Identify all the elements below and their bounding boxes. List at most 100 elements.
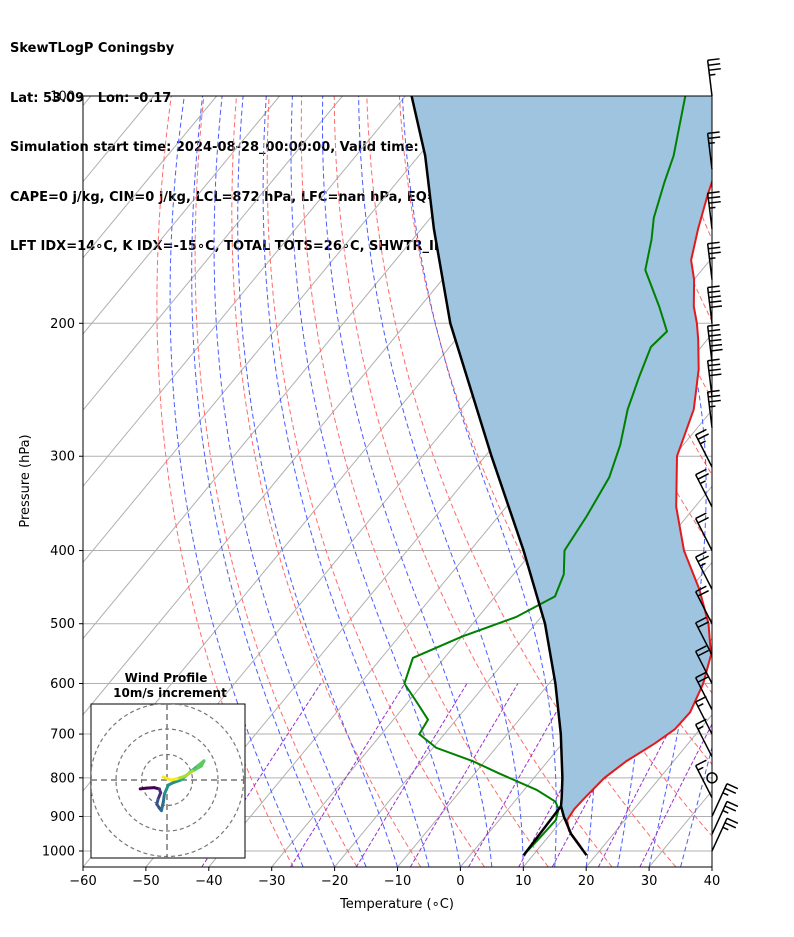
wind-barb-flag xyxy=(695,671,707,679)
wind-barb-half-flag xyxy=(699,440,706,445)
wind-barb-half-flag xyxy=(699,562,706,567)
wind-barb-flag xyxy=(707,358,720,362)
wind-barb-staff xyxy=(706,391,713,428)
x-tick-label: −60 xyxy=(69,874,96,889)
instability-area xyxy=(411,96,712,856)
wind-barb-flag xyxy=(708,399,721,403)
isotherm-line xyxy=(83,96,532,640)
wind-barb-flag xyxy=(708,136,721,140)
wind-barb-flag xyxy=(708,246,721,250)
wind-barb-flag xyxy=(708,328,721,332)
isotherm-line xyxy=(83,96,343,411)
wind-barb-staff xyxy=(711,801,728,835)
wind-barb-flag xyxy=(724,787,737,794)
isotherm-line xyxy=(83,96,218,259)
y-tick-label: 400 xyxy=(50,544,75,559)
isotherm-line xyxy=(83,96,92,107)
wind-barb-staff xyxy=(695,622,713,656)
y-tick-label: 500 xyxy=(50,617,75,632)
wind-barb-staff xyxy=(706,133,713,170)
wind-barb-half-flag xyxy=(722,826,729,831)
moist-adiabat xyxy=(322,96,493,867)
wind-barb-flag xyxy=(697,516,709,524)
wind-barb-half-flag xyxy=(709,257,716,260)
y-tick-label: 700 xyxy=(50,728,75,743)
x-tick-label: 30 xyxy=(641,874,658,889)
wind-barb-staff xyxy=(711,817,728,852)
wind-barb-flag xyxy=(695,759,707,767)
wind-barb-half-flag xyxy=(697,725,704,730)
moist-adiabat xyxy=(290,96,461,867)
y-tick-label: 1000 xyxy=(42,845,75,860)
hodograph-segment xyxy=(191,764,203,773)
wind-barb-flag xyxy=(707,191,720,194)
x-tick-label: −40 xyxy=(195,874,222,889)
y-tick-label: 900 xyxy=(50,810,75,825)
wind-barb-flag xyxy=(708,200,721,204)
moist-adiabat xyxy=(169,96,304,867)
dry-adiabat xyxy=(156,96,294,867)
wind-barb-half-flag xyxy=(697,703,704,708)
hodograph-title: Wind Profile xyxy=(125,671,208,685)
wind-barb-staff xyxy=(695,651,713,684)
hodograph-segment xyxy=(183,769,194,778)
wind-barb-flag xyxy=(708,251,721,255)
wind-barb-flag xyxy=(708,67,721,71)
wind-barb-flag xyxy=(695,428,707,436)
wind-barb-flag xyxy=(724,822,737,829)
calm-wind-circle xyxy=(706,772,718,784)
wind-barb-flag xyxy=(707,241,720,245)
wind-barb-flag xyxy=(709,305,723,309)
wind-barb-flag xyxy=(707,323,720,327)
wind-barb-flag xyxy=(709,338,722,342)
isotherm-line xyxy=(83,96,406,488)
wind-barb-flag xyxy=(695,585,707,593)
dry-adiabat xyxy=(758,96,794,867)
wind-barb-flag xyxy=(726,817,739,824)
hodograph-segment xyxy=(161,792,166,805)
wind-barb-flag xyxy=(707,131,720,135)
wind-barb-half-flag xyxy=(722,809,729,814)
temperature-line xyxy=(566,178,712,856)
wind-barb-staff xyxy=(706,360,713,397)
y-tick-label: 200 xyxy=(50,317,75,332)
wind-barb-staff xyxy=(711,783,728,817)
wind-barb-flag xyxy=(708,394,721,398)
isotherm-line xyxy=(711,866,712,867)
wind-barb-flag xyxy=(707,389,720,393)
isotherm-line xyxy=(83,96,280,335)
y-tick-label: 600 xyxy=(50,677,75,692)
dry-adiabat xyxy=(266,96,485,867)
dry-adiabat xyxy=(725,96,794,867)
wind-barb-staff xyxy=(695,677,713,711)
hodograph-plot-area xyxy=(91,704,245,858)
hodograph-frame xyxy=(90,703,246,859)
title-line-1: SkewTLogP Coningsby xyxy=(10,41,175,56)
mixing-ratio-line xyxy=(290,683,406,867)
moist-adiabat xyxy=(401,96,557,867)
wind-barb-staff xyxy=(695,556,713,590)
x-tick-label: 10 xyxy=(515,874,532,889)
wind-barb-flag xyxy=(697,589,709,597)
wind-barb-flag xyxy=(695,512,707,520)
wind-barb-flag xyxy=(726,783,739,790)
y-tick-label: 300 xyxy=(50,450,75,465)
wind-barb-flag xyxy=(695,695,707,703)
wind-barb-flag xyxy=(695,718,707,726)
wind-barb-flag xyxy=(708,290,721,294)
wind-barb-half-flag xyxy=(699,480,706,485)
wind-barb-flag xyxy=(697,473,709,480)
wind-barb-half-flag xyxy=(708,141,715,145)
x-tick-label: 40 xyxy=(704,874,721,889)
wind-barb-flag xyxy=(697,555,709,563)
dewpoint-line xyxy=(403,96,687,856)
x-tick-label: −50 xyxy=(132,874,159,889)
wind-barb-flag xyxy=(697,621,709,629)
moist-adiabat xyxy=(237,96,398,867)
wind-barb-staff xyxy=(695,701,713,735)
wind-barb-staff xyxy=(695,434,713,468)
wind-barb-flag xyxy=(695,645,707,653)
wind-barb-half-flag xyxy=(709,405,716,408)
isotherm-line xyxy=(83,96,469,564)
